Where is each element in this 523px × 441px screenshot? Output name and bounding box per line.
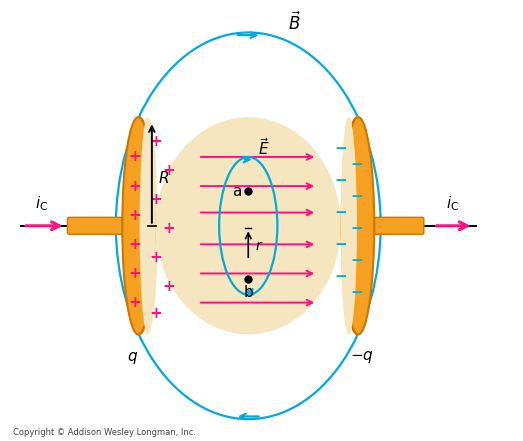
FancyBboxPatch shape xyxy=(67,217,129,234)
Ellipse shape xyxy=(140,117,156,334)
Text: −: − xyxy=(350,284,363,299)
Ellipse shape xyxy=(341,117,357,334)
Text: −: − xyxy=(335,237,347,252)
Ellipse shape xyxy=(140,117,156,334)
Text: b: b xyxy=(243,284,253,299)
Text: +: + xyxy=(149,250,162,265)
Text: −: − xyxy=(335,205,347,220)
Text: r: r xyxy=(256,239,262,253)
Text: −: − xyxy=(350,253,363,268)
Text: R: R xyxy=(158,171,169,186)
Text: +: + xyxy=(128,295,141,310)
Text: −: − xyxy=(350,221,363,236)
Text: +: + xyxy=(128,208,141,223)
Text: Copyright © Addison Wesley Longman, Inc.: Copyright © Addison Wesley Longman, Inc. xyxy=(13,428,196,437)
Text: +: + xyxy=(128,266,141,281)
Ellipse shape xyxy=(123,117,155,334)
Text: q: q xyxy=(127,349,137,364)
FancyBboxPatch shape xyxy=(368,217,424,234)
Text: $i_{\rm C}$: $i_{\rm C}$ xyxy=(446,194,459,213)
Ellipse shape xyxy=(156,117,341,334)
Ellipse shape xyxy=(138,117,158,334)
Text: $\vec{E}$: $\vec{E}$ xyxy=(258,137,270,158)
Ellipse shape xyxy=(122,117,154,334)
Text: a: a xyxy=(232,184,241,199)
Text: +: + xyxy=(149,306,162,321)
Text: +: + xyxy=(128,149,141,164)
Ellipse shape xyxy=(341,117,357,334)
Text: −: − xyxy=(350,189,363,204)
Text: +: + xyxy=(163,221,175,236)
Text: −: − xyxy=(335,173,347,188)
Text: $\vec{B}$: $\vec{B}$ xyxy=(288,12,301,34)
Text: $i_{\rm C}$: $i_{\rm C}$ xyxy=(35,194,48,213)
Ellipse shape xyxy=(341,117,357,334)
Text: −: − xyxy=(335,269,347,284)
Text: +: + xyxy=(149,192,162,207)
Text: +: + xyxy=(163,279,175,294)
Ellipse shape xyxy=(342,117,373,334)
Text: +: + xyxy=(163,163,175,178)
Ellipse shape xyxy=(342,117,374,334)
Text: −: − xyxy=(350,157,363,172)
Ellipse shape xyxy=(140,117,156,334)
Text: −: − xyxy=(335,142,347,157)
Ellipse shape xyxy=(341,117,357,334)
Text: +: + xyxy=(128,237,141,252)
Text: $-q$: $-q$ xyxy=(350,349,374,365)
Text: +: + xyxy=(128,179,141,194)
Text: +: + xyxy=(149,134,162,149)
